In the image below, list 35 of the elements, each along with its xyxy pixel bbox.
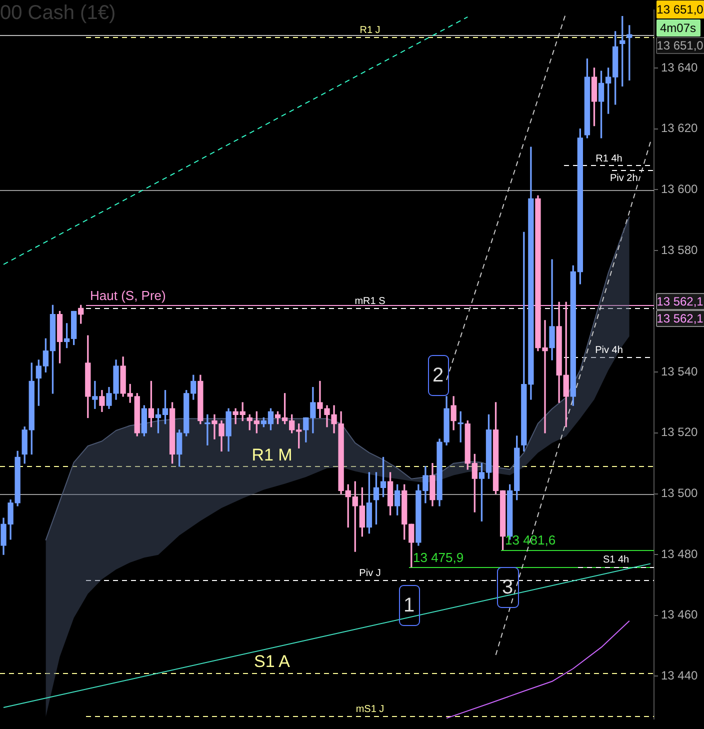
ref-line-label: R1 4h [596,153,622,164]
ref-line-label: S1 A [254,652,291,672]
annotation: 3 [502,576,514,599]
y-tick-label: 13 460 [661,608,698,622]
ref-line-label: mS1 J [356,704,384,715]
ref-line-label: Piv J [359,568,381,580]
candlestick [549,259,555,360]
ref-line-label: Piv 2h [610,172,638,184]
y-tick-label: 13 600 [661,182,698,196]
text: 4m07s [660,20,696,35]
text: 13 651,0 [656,2,704,16]
ref-line-label: 13 475,9 [413,550,464,566]
y-tick-label: 13 620 [661,121,698,136]
ref-line-label: R1 J [360,24,380,36]
y-tick-label: 13 440 [661,668,698,683]
candlestick [204,414,210,446]
candlestick [92,380,98,409]
y-tick-label: 13 480 [661,546,698,561]
ref-line-label: Piv 4h [595,344,623,356]
ref-line-label: S1 4h [602,554,630,566]
ref-line-label: Haut (S, Pre) [90,288,166,303]
text: 13 651,0 [656,38,704,52]
y-tick-label: 13 520 [661,425,698,440]
chart-title: 00 Cash (1€) [0,2,116,24]
text: 13 562,1 [656,294,704,308]
y-tick-label: 13 640 [661,60,698,74]
y-tick-label: 13 540 [661,364,698,378]
annotation: 2 [432,364,444,387]
y-tick-label: 13 500 [661,486,698,500]
ref-line-label: R1 M [252,445,292,464]
ref-line-label: mR1 S [354,296,386,308]
y-tick-label: 13 580 [661,242,698,257]
text: 13 562,1 [656,311,704,326]
annotation: 1 [403,594,415,617]
ref-line-label: 13 481,6 [505,532,556,548]
